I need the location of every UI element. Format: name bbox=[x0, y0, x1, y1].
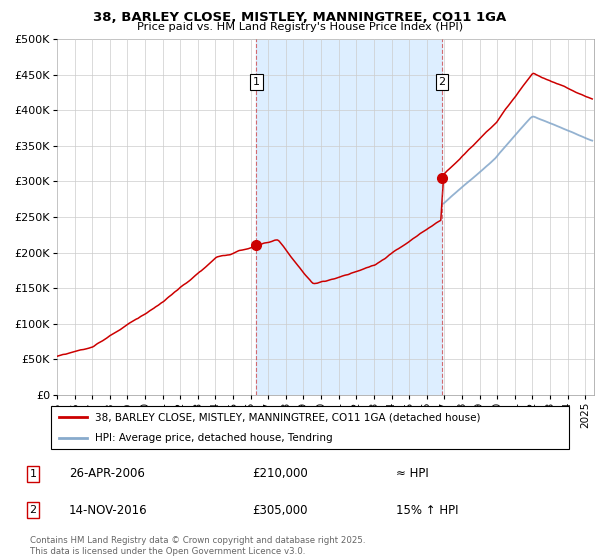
Text: 14-NOV-2016: 14-NOV-2016 bbox=[69, 503, 148, 517]
Text: 2: 2 bbox=[439, 77, 446, 87]
Text: HPI: Average price, detached house, Tendring: HPI: Average price, detached house, Tend… bbox=[95, 433, 333, 444]
Text: 1: 1 bbox=[29, 469, 37, 479]
Text: 38, BARLEY CLOSE, MISTLEY, MANNINGTREE, CO11 1GA (detached house): 38, BARLEY CLOSE, MISTLEY, MANNINGTREE, … bbox=[95, 412, 481, 422]
Text: £210,000: £210,000 bbox=[252, 467, 308, 480]
Bar bbox=[256, 39, 442, 395]
Text: 15% ↑ HPI: 15% ↑ HPI bbox=[396, 503, 458, 517]
Text: £305,000: £305,000 bbox=[252, 503, 308, 517]
Text: 2: 2 bbox=[29, 505, 37, 515]
Text: Price paid vs. HM Land Registry's House Price Index (HPI): Price paid vs. HM Land Registry's House … bbox=[137, 22, 463, 32]
Text: 1: 1 bbox=[253, 77, 260, 87]
Text: ≈ HPI: ≈ HPI bbox=[396, 467, 429, 480]
Text: Contains HM Land Registry data © Crown copyright and database right 2025.
This d: Contains HM Land Registry data © Crown c… bbox=[30, 536, 365, 556]
FancyBboxPatch shape bbox=[50, 406, 569, 450]
Text: 26-APR-2006: 26-APR-2006 bbox=[69, 467, 145, 480]
Text: 38, BARLEY CLOSE, MISTLEY, MANNINGTREE, CO11 1GA: 38, BARLEY CLOSE, MISTLEY, MANNINGTREE, … bbox=[94, 11, 506, 24]
